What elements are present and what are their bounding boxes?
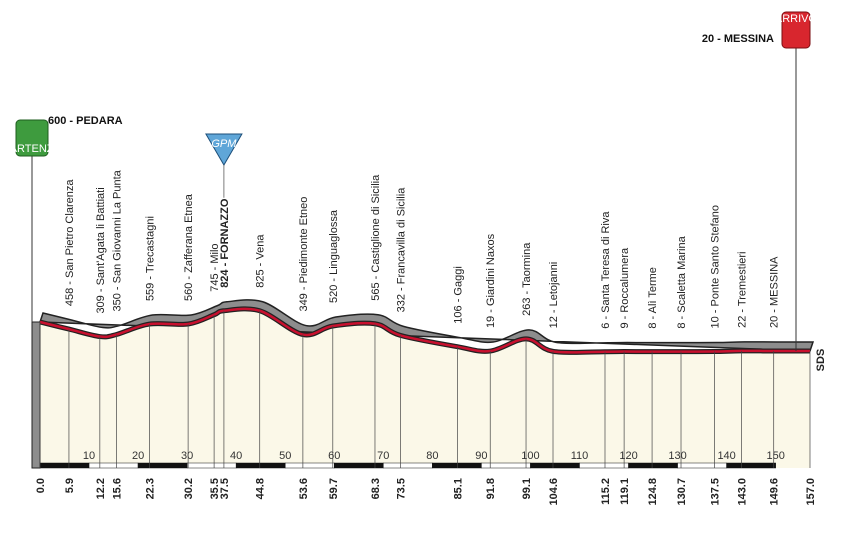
km-label: 44.8 [255, 478, 267, 499]
km-strip [137, 462, 188, 469]
x-tick-label: 140 [717, 450, 735, 462]
km-strip [186, 462, 237, 469]
km-label: 124.8 [647, 478, 659, 506]
km-strip [677, 462, 727, 469]
waypoint-label: 824 - FORNAZZO [219, 198, 231, 288]
x-tick-label: 130 [668, 450, 686, 462]
waypoint-label: 332 - Francavilla di Sicilia [395, 187, 407, 313]
x-tick-label: 150 [766, 450, 784, 462]
waypoint-label: 10 - Ponte Santo Stefano [709, 205, 721, 329]
x-tick-label: 70 [377, 450, 389, 462]
waypoint-label: 106 - Gaggi [452, 266, 464, 323]
km-strip [628, 462, 678, 469]
km-label: 22.3 [144, 478, 156, 499]
finish-badge-label: ARRIVO [775, 13, 818, 25]
km-label: 115.2 [600, 478, 612, 505]
waypoint-label: 349 - Piedimonte Etneo [298, 197, 310, 312]
km-label: 35.5 [209, 478, 221, 499]
waypoint-label: 12 - Letojanni [548, 262, 560, 329]
x-tick-label: 80 [426, 450, 438, 462]
start-label: 600 - PEDARA [48, 115, 123, 127]
waypoint-label: 520 - Linguaglossa [328, 209, 340, 303]
finish-badge [781, 11, 811, 49]
gpm-label: GPM [211, 138, 237, 150]
km-label: 15.6 [112, 478, 124, 499]
waypoint-label: 19 - Giardini Naxos [485, 233, 497, 328]
x-tick-label: 110 [571, 450, 589, 462]
km-label: 59.7 [328, 478, 340, 499]
km-label: 130.7 [676, 478, 688, 506]
km-label: 68.3 [370, 478, 382, 499]
x-tick-label: 90 [475, 450, 487, 462]
waypoint-label: 825 - Vena [255, 234, 267, 288]
x-tick-label: 30 [181, 450, 193, 462]
waypoint-label: 565 - Castiglione di Sicilia [370, 174, 382, 301]
km-label: 12.2 [95, 478, 107, 499]
waypoint-label: 350 - San Giovanni La Punta [112, 169, 124, 311]
km-label: 53.6 [298, 478, 310, 499]
km-label: 149.6 [769, 478, 781, 506]
km-label: 119.1 [619, 478, 631, 505]
start-badge [15, 119, 49, 157]
km-strip [481, 462, 531, 469]
waypoint-label: 263 - Taormina [521, 242, 533, 316]
km-strip [39, 462, 90, 469]
km-label: 30.2 [183, 478, 195, 499]
km-label: 73.5 [395, 478, 407, 499]
x-tick-label: 60 [328, 450, 340, 462]
x-tick-label: 120 [619, 450, 637, 462]
km-strip [383, 462, 433, 469]
km-label: 137.5 [709, 478, 721, 506]
start-badge-label: PARTENZA [3, 143, 61, 155]
km-strip [334, 462, 384, 469]
km-label: 37.5 [219, 478, 231, 499]
waypoint-label: 8 - Alì Terme [647, 267, 659, 329]
km-label: 99.1 [521, 478, 533, 499]
km-strip [726, 462, 776, 469]
sds-label: SDS [815, 349, 827, 372]
x-tick-label: 100 [521, 450, 539, 462]
x-tick-label: 40 [230, 450, 242, 462]
km-label: 157.0 [805, 478, 817, 506]
km-label: 5.9 [64, 478, 76, 493]
waypoint-label: 745 - Milo [209, 243, 221, 291]
waypoint-label: 8 - Scaletta Marina [676, 235, 688, 328]
km-label: 104.6 [548, 478, 560, 506]
km-strip [432, 462, 482, 469]
km-strip [579, 462, 629, 469]
waypoint-label: 559 - Trecastagni [144, 216, 156, 301]
gpm-marker [205, 133, 243, 166]
finish-label: 20 - MESSINA [702, 33, 774, 45]
waypoint-label: 20 - MESSINA [769, 256, 781, 328]
km-strip [235, 462, 286, 469]
km-label: 143.0 [736, 478, 748, 506]
waypoint-label: 458 - San Pietro Clarenza [64, 179, 76, 306]
waypoint-label: 309 - Sant'Agata li Battiati [95, 187, 107, 313]
waypoint-label: 22 - Tremestieri [736, 251, 748, 327]
profile-body [40, 308, 810, 468]
x-tick-label: 20 [132, 450, 144, 462]
km-label: 91.8 [485, 478, 497, 499]
waypoint-label: 9 - Roccalumera [619, 247, 631, 329]
waypoint-label: 560 - Zafferana Etnea [183, 193, 195, 301]
km-strip [530, 462, 580, 469]
km-strip [284, 462, 335, 469]
profile-side [31, 321, 41, 469]
waypoint-label: 6 - Santa Teresa di Riva [600, 211, 612, 329]
km-strip [88, 462, 139, 469]
x-tick-label: 50 [279, 450, 291, 462]
km-label: 0.0 [35, 478, 47, 493]
km-label: 85.1 [452, 478, 464, 499]
x-tick-label: 10 [83, 450, 95, 462]
